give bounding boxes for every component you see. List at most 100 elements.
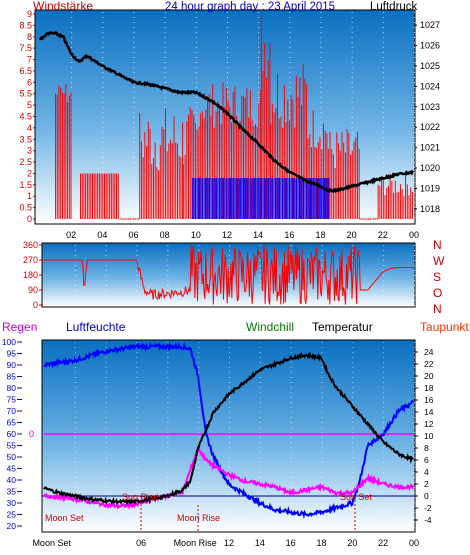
grid-dot <box>414 472 415 473</box>
grid-dot <box>74 275 76 276</box>
grid-dot <box>320 42 322 43</box>
grid-dot <box>167 260 169 261</box>
grid-dot <box>351 82 353 83</box>
grid-dot <box>229 265 230 266</box>
grid-dot <box>414 152 415 153</box>
grid-dot <box>259 452 261 453</box>
grid-dot <box>259 352 261 353</box>
grid-dot <box>258 37 260 38</box>
grid-dot <box>198 280 200 281</box>
grid-dot <box>321 245 323 246</box>
grid-dot <box>290 342 292 343</box>
grid-dot <box>259 492 261 493</box>
compass-label: N <box>433 302 442 316</box>
grid-dot <box>133 127 135 128</box>
grid-dot <box>382 122 384 123</box>
grid-dot <box>164 107 166 108</box>
grid-dot <box>229 382 230 383</box>
grid-dot <box>195 177 197 178</box>
grid-dot <box>74 467 76 468</box>
grid-dot <box>227 87 228 88</box>
grid-dot <box>351 87 353 88</box>
grid-dot <box>290 280 292 281</box>
grid-dot <box>258 17 260 18</box>
grid-dot <box>71 137 73 138</box>
grid-dot <box>105 522 107 523</box>
grid-dot <box>414 217 415 218</box>
grid-dot <box>136 265 138 266</box>
grid-dot <box>229 447 230 448</box>
windstaerke-tick: 1 <box>27 191 32 201</box>
grid-dot <box>290 517 292 518</box>
grid-dot <box>74 382 76 383</box>
grid-dot <box>133 102 135 103</box>
grid-dot <box>414 107 415 108</box>
grid-dot <box>351 17 353 18</box>
grid-dot <box>229 250 230 251</box>
grid-dot <box>195 82 197 83</box>
grid-dot <box>198 457 200 458</box>
grid-dot <box>383 477 385 478</box>
grid-dot <box>321 482 323 483</box>
grid-dot <box>382 167 384 168</box>
grid-dot <box>195 122 197 123</box>
grid-dot <box>133 217 135 218</box>
grid-dot <box>383 260 385 261</box>
grid-dot <box>352 527 354 528</box>
grid-dot <box>133 62 135 63</box>
grid-dot <box>414 452 415 453</box>
x-tick-label: 04 <box>97 230 107 240</box>
grid-dot <box>383 507 385 508</box>
grid-dot <box>259 497 261 498</box>
grid-dot <box>290 487 292 488</box>
grid-dot <box>167 477 169 478</box>
grid-dot <box>167 265 169 266</box>
grid-dot <box>229 422 230 423</box>
grid-dot <box>289 52 291 53</box>
grid-dot <box>227 17 228 18</box>
grid-dot <box>167 432 169 433</box>
grid-dot <box>167 517 169 518</box>
grid-dot <box>382 157 384 158</box>
grid-dot <box>258 22 260 23</box>
moon-rise-label: Moon Rise <box>177 513 220 523</box>
grid-dot <box>195 137 197 138</box>
grid-dot <box>74 245 76 246</box>
grid-dot <box>227 122 228 123</box>
grid-dot <box>105 270 107 271</box>
wind-direction-line <box>44 245 414 305</box>
grid-dot <box>383 367 385 368</box>
grid-dot <box>167 295 169 296</box>
grid-dot <box>290 397 292 398</box>
grid-dot <box>133 192 135 193</box>
grid-dot <box>74 442 76 443</box>
grid-dot <box>136 382 138 383</box>
grid-dot <box>71 57 73 58</box>
grid-dot <box>383 245 385 246</box>
grid-dot <box>74 255 76 256</box>
grid-dot <box>382 97 384 98</box>
grid-dot <box>383 280 385 281</box>
humidity-tick: 100 <box>2 337 16 347</box>
grid-dot <box>133 97 135 98</box>
grid-dot <box>352 417 354 418</box>
grid-dot <box>167 417 169 418</box>
direction-tick: 360 <box>23 240 38 250</box>
grid-dot <box>167 462 169 463</box>
grid-dot <box>383 387 385 388</box>
grid-dot <box>167 437 169 438</box>
grid-dot <box>352 482 354 483</box>
grid-dot <box>259 280 261 281</box>
grid-dot <box>167 452 169 453</box>
grid-dot <box>133 12 135 13</box>
grid-dot <box>259 275 261 276</box>
grid-dot <box>414 527 415 528</box>
grid-dot <box>352 392 354 393</box>
temperature-tick: 14 <box>424 407 434 417</box>
grid-dot <box>198 245 200 246</box>
grid-dot <box>382 92 384 93</box>
temperature-tick: 24 <box>424 347 434 357</box>
grid-dot <box>71 132 73 133</box>
grid-dot <box>321 382 323 383</box>
grid-dot <box>136 477 138 478</box>
